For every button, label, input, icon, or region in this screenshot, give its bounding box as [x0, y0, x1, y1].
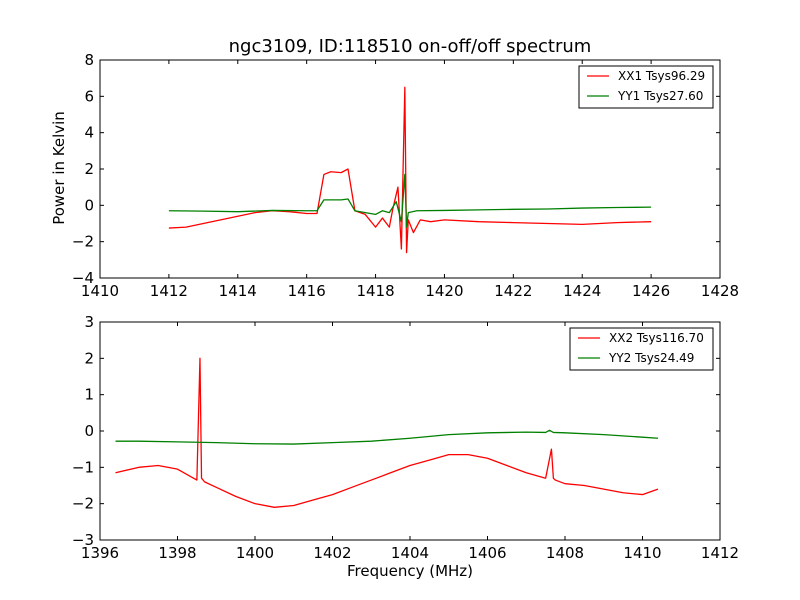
- x-tick-label: 1424: [563, 282, 601, 300]
- x-tick-label: 1426: [632, 282, 670, 300]
- x-tick-label: 1396: [81, 544, 119, 562]
- y-tick-label: 0: [84, 196, 94, 214]
- x-tick-label: 1416: [288, 282, 326, 300]
- series-line-yy1: [168, 173, 652, 228]
- y-tick-label: 2: [84, 160, 94, 178]
- legend-box: [578, 65, 714, 109]
- legend-label-yy2: YY2 Tsys24.49: [608, 351, 694, 365]
- bottom-chart: Frequency (MHz) 1396 1398 1400 1402 1404 1406…: [72, 313, 739, 580]
- y-axis-label: Power in Kelvin: [50, 111, 68, 225]
- y-tick-label: 6: [84, 87, 94, 105]
- x-tick-label: 1422: [494, 282, 532, 300]
- legend-label-xx1: XX1 Tsys96.29: [618, 69, 705, 83]
- x-tick-label: 1404: [391, 544, 429, 562]
- series-line-xx2: [115, 357, 659, 508]
- y-tick-label: −2: [72, 495, 94, 513]
- y-tick-label: 3: [84, 313, 94, 331]
- y-tick-label: −2: [72, 233, 94, 251]
- bottom-legend: XX2 Tsys116.70 YY2 Tsys24.49: [569, 327, 714, 371]
- y-tick-label: −3: [72, 531, 94, 549]
- bottom-plot-area: 1396 1398 1400 1402 1404 1406 1408 1410 1412 −3 −2…: [72, 313, 739, 562]
- series-line-xx1: [168, 86, 652, 254]
- x-tick-label: 1428: [701, 282, 739, 300]
- y-tick-label: 8: [84, 51, 94, 69]
- x-tick-label: 1406: [468, 544, 506, 562]
- x-tick-label: 1408: [546, 544, 584, 562]
- series-line-yy2: [115, 429, 659, 445]
- legend-label-xx2: XX2 Tsys116.70: [609, 331, 704, 345]
- top-plot-area: 1410 1412 1414 1416 1418 1420 1422 1424 1426 1428…: [72, 51, 739, 300]
- y-tick-label: 4: [84, 124, 94, 142]
- top-legend: XX1 Tsys96.29 YY1 Tsys27.60: [578, 65, 714, 109]
- x-tick-label: 1412: [150, 282, 188, 300]
- x-tick-label: 1414: [219, 282, 257, 300]
- x-axis-label: Frequency (MHz): [347, 562, 473, 580]
- y-tick-label: 0: [84, 422, 94, 440]
- x-tick-label: 1402: [313, 544, 351, 562]
- x-tick-label: 1410: [81, 282, 119, 300]
- x-tick-label: 1398: [158, 544, 196, 562]
- legend-box: [569, 327, 714, 371]
- y-tick-label: −1: [72, 458, 94, 476]
- x-tick-label: 1412: [701, 544, 739, 562]
- chart-title: ngc3109, ID:118510 on-off/off spectrum: [229, 36, 592, 57]
- x-tick-label: 1400: [236, 544, 274, 562]
- x-tick-label: 1420: [425, 282, 463, 300]
- top-chart: ngc3109, ID:118510 on-off/off spectrum P…: [50, 36, 739, 300]
- legend-label-yy1: YY1 Tsys27.60: [617, 89, 703, 103]
- x-tick-label: 1418: [356, 282, 394, 300]
- x-tick-label: 1410: [623, 544, 661, 562]
- y-tick-label: 1: [84, 386, 94, 404]
- y-tick-label: 2: [84, 349, 94, 367]
- y-tick-label: −4: [72, 269, 94, 287]
